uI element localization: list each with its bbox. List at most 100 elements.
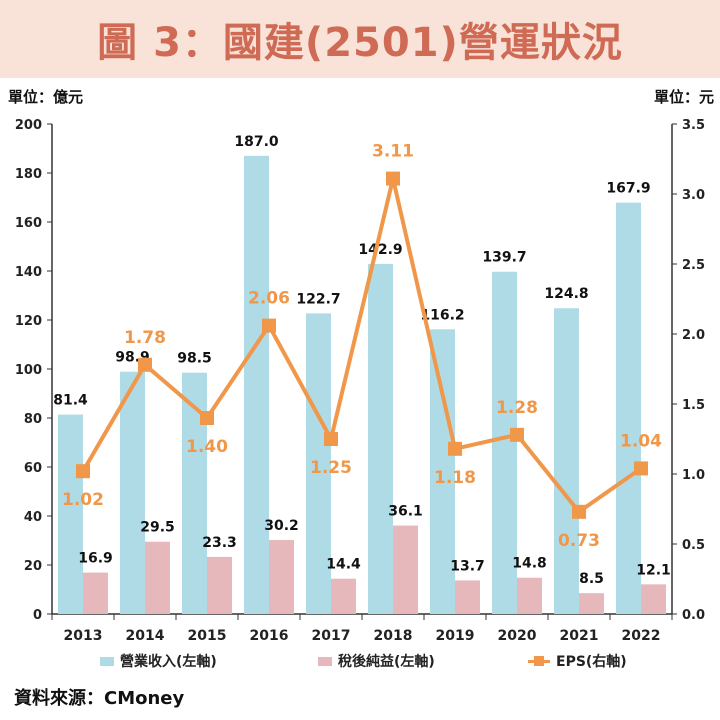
eps-point-label: 1.28 — [496, 398, 538, 418]
revenue-bar-label: 81.4 — [53, 393, 88, 409]
right-tick-label: 3.5 — [682, 118, 705, 133]
legend-label-revenue: 營業收入(左軸) — [120, 654, 217, 670]
net-income-bar — [269, 540, 294, 614]
eps-point — [634, 461, 648, 476]
x-tick-label: 2022 — [622, 628, 661, 644]
eps-point-label: 1.78 — [124, 328, 166, 348]
left-tick-label: 80 — [24, 412, 42, 427]
left-tick-label: 40 — [24, 510, 42, 525]
left-tick-label: 20 — [24, 559, 42, 574]
right-axis-unit: 單位：元 — [653, 88, 714, 106]
revenue-bar — [430, 329, 455, 614]
net-income-bar — [145, 541, 170, 614]
revenue-bar-label: 98.5 — [177, 351, 212, 367]
x-tick-label: 2016 — [250, 628, 289, 644]
eps-point — [76, 464, 90, 479]
legend-item-net-income: 稅後純益(左軸) — [318, 651, 435, 671]
right-tick-label: 2.5 — [682, 258, 705, 273]
x-tick-label: 2015 — [188, 628, 227, 644]
net-income-bar-label: 29.5 — [140, 520, 175, 536]
net-income-bar — [331, 578, 356, 614]
right-tick-label: 3.0 — [682, 188, 705, 203]
revenue-bar — [492, 271, 517, 614]
net-income-bar-label: 13.7 — [450, 558, 485, 574]
revenue-bar-label: 142.9 — [358, 242, 402, 258]
left-tick-label: 180 — [15, 167, 42, 182]
eps-point — [262, 318, 276, 333]
eps-point — [386, 171, 400, 186]
net-income-bar-label: 14.8 — [512, 556, 547, 572]
eps-point — [200, 411, 214, 425]
eps-point — [510, 427, 524, 442]
net-income-bar — [579, 593, 604, 614]
eps-point — [572, 504, 586, 519]
left-tick-label: 200 — [15, 118, 42, 133]
eps-line — [81, 176, 643, 514]
revenue-bar — [616, 202, 641, 614]
eps-point-label: 1.40 — [186, 437, 228, 457]
legend-item-eps: EPS(右軸) — [528, 651, 627, 671]
left-tick-label: 0 — [33, 608, 42, 623]
eps-point — [324, 432, 338, 446]
left-tick-label: 140 — [15, 265, 42, 280]
net-income-bar-label: 12.1 — [636, 562, 671, 578]
net-income-bar — [207, 556, 232, 614]
x-tick-label: 2014 — [126, 628, 165, 644]
title-banner: 圖 3：國建(2501)營運狀況 — [0, 0, 720, 78]
eps-point-label: 1.04 — [620, 431, 662, 451]
eps-point — [138, 357, 152, 372]
eps-point-label: 1.02 — [62, 490, 104, 510]
eps-point — [448, 441, 462, 456]
net-income-bar — [83, 572, 108, 614]
eps-point-label: 2.06 — [248, 289, 290, 309]
revenue-bar-label: 124.8 — [544, 286, 588, 302]
legend-label-net-income: 稅後純益(左軸) — [338, 654, 435, 670]
right-tick-label: 1.5 — [682, 398, 705, 413]
net-income-bar-label: 36.1 — [388, 504, 423, 520]
x-tick-label: 2021 — [560, 628, 599, 644]
legend-swatch-net-income — [318, 656, 332, 666]
revenue-bar — [368, 263, 393, 614]
revenue-bar — [58, 414, 83, 614]
legend-swatch-eps — [528, 655, 550, 667]
x-tick-label: 2020 — [498, 628, 537, 644]
revenue-bar-label: 187.0 — [234, 134, 279, 150]
left-tick-label: 100 — [15, 363, 42, 378]
revenue-bar — [120, 371, 145, 614]
legend-label-eps: EPS(右軸) — [556, 654, 627, 670]
legend-swatch-revenue — [100, 656, 114, 666]
x-tick-label: 2017 — [312, 628, 351, 644]
x-tick-label: 2013 — [64, 628, 103, 644]
net-income-bar-label: 16.9 — [78, 551, 113, 567]
eps-point-label: 1.25 — [310, 458, 352, 478]
net-income-bar — [517, 577, 542, 614]
revenue-bar-label: 139.7 — [482, 250, 526, 266]
revenue-bar-label: 122.7 — [296, 291, 340, 307]
source-note: 資料來源：CMoney — [14, 688, 185, 709]
revenue-bar — [244, 155, 269, 614]
left-tick-label: 120 — [15, 314, 42, 329]
revenue-bar — [306, 313, 331, 614]
x-tick-label: 2019 — [436, 628, 475, 644]
net-income-bar — [393, 525, 418, 614]
revenue-bar — [554, 308, 579, 614]
revenue-bar-label: 116.2 — [420, 307, 464, 323]
right-tick-label: 0.5 — [682, 538, 705, 553]
eps-point-label: 1.18 — [434, 468, 476, 488]
eps-point-label: 0.73 — [558, 531, 600, 551]
net-income-bar-label: 23.3 — [202, 535, 237, 551]
left-tick-label: 160 — [15, 216, 42, 231]
right-tick-label: 0.0 — [682, 608, 705, 623]
net-income-bar-label: 30.2 — [264, 518, 299, 534]
net-income-bar — [641, 584, 666, 614]
net-income-bar — [455, 580, 480, 614]
legend-item-revenue: 營業收入(左軸) — [100, 651, 217, 671]
left-axis-unit: 單位：億元 — [8, 88, 84, 106]
net-income-bar-label: 14.4 — [326, 557, 361, 573]
x-tick-label: 2018 — [374, 628, 413, 644]
net-income-bar-label: 8.5 — [579, 571, 604, 587]
right-tick-label: 1.0 — [682, 468, 705, 483]
revenue-bar-label: 167.9 — [606, 181, 650, 197]
chart-title: 圖 3：國建(2501)營運狀況 — [97, 20, 623, 66]
